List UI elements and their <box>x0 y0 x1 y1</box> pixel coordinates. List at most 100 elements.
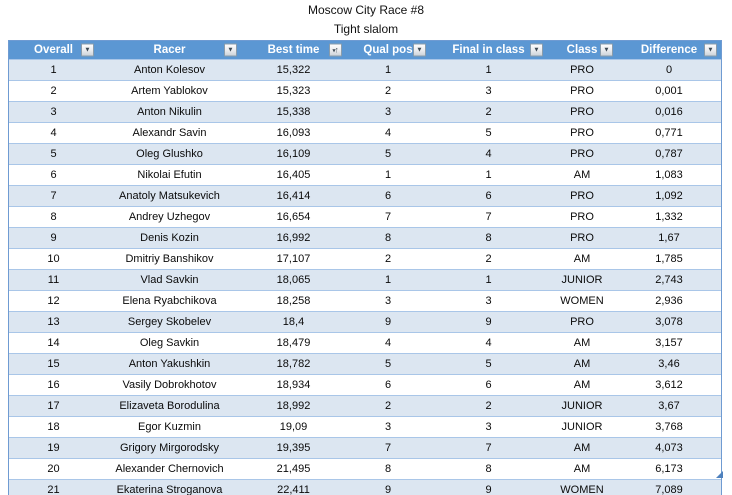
cell-difference[interactable]: 0,787 <box>617 143 721 164</box>
cell-qual-pos[interactable]: 6 <box>346 185 430 206</box>
filter-dropdown-icon[interactable]: ▼ <box>224 43 237 57</box>
cell-racer[interactable]: Anton Nikulin <box>98 101 241 122</box>
cell-class[interactable]: AM <box>547 374 617 395</box>
cell-overall[interactable]: 1 <box>9 59 98 80</box>
cell-best-time[interactable]: 18,258 <box>241 290 346 311</box>
cell-qual-pos[interactable]: 7 <box>346 437 430 458</box>
cell-difference[interactable]: 3,768 <box>617 416 721 437</box>
column-header-class[interactable]: Class ▼ <box>547 41 617 59</box>
cell-class[interactable]: PRO <box>547 185 617 206</box>
cell-difference[interactable]: 2,743 <box>617 269 721 290</box>
cell-class[interactable]: WOMEN <box>547 479 617 495</box>
cell-overall[interactable]: 11 <box>9 269 98 290</box>
cell-best-time[interactable]: 19,395 <box>241 437 346 458</box>
cell-best-time[interactable]: 15,338 <box>241 101 346 122</box>
filter-dropdown-icon[interactable]: ▼ <box>530 43 543 57</box>
cell-difference[interactable]: 6,173 <box>617 458 721 479</box>
cell-class[interactable]: PRO <box>547 206 617 227</box>
cell-racer[interactable]: Oleg Glushko <box>98 143 241 164</box>
cell-class[interactable]: PRO <box>547 143 617 164</box>
cell-racer[interactable]: Ekaterina Stroganova <box>98 479 241 495</box>
cell-final-in-class[interactable]: 6 <box>430 185 547 206</box>
cell-class[interactable]: JUNIOR <box>547 395 617 416</box>
cell-qual-pos[interactable]: 9 <box>346 311 430 332</box>
cell-racer[interactable]: Denis Kozin <box>98 227 241 248</box>
cell-class[interactable]: JUNIOR <box>547 269 617 290</box>
cell-best-time[interactable]: 15,322 <box>241 59 346 80</box>
cell-qual-pos[interactable]: 6 <box>346 374 430 395</box>
column-header-qual-pos[interactable]: Qual pos ▼ <box>346 41 430 59</box>
cell-final-in-class[interactable]: 1 <box>430 269 547 290</box>
cell-best-time[interactable]: 16,992 <box>241 227 346 248</box>
cell-overall[interactable]: 12 <box>9 290 98 311</box>
cell-racer[interactable]: Alexander Chernovich <box>98 458 241 479</box>
cell-racer[interactable]: Dmitriy Banshikov <box>98 248 241 269</box>
cell-racer[interactable]: Anatoly Matsukevich <box>98 185 241 206</box>
column-header-best-time[interactable]: Best time ▾↑ <box>241 41 346 59</box>
cell-class[interactable]: AM <box>547 164 617 185</box>
cell-best-time[interactable]: 18,065 <box>241 269 346 290</box>
cell-best-time[interactable]: 21,495 <box>241 458 346 479</box>
cell-final-in-class[interactable]: 7 <box>430 437 547 458</box>
cell-overall[interactable]: 21 <box>9 479 98 495</box>
cell-class[interactable]: AM <box>547 437 617 458</box>
cell-difference[interactable]: 0 <box>617 59 721 80</box>
cell-best-time[interactable]: 18,934 <box>241 374 346 395</box>
cell-racer[interactable]: Artem Yablokov <box>98 80 241 101</box>
cell-class[interactable]: AM <box>547 353 617 374</box>
cell-qual-pos[interactable]: 2 <box>346 248 430 269</box>
column-header-overall[interactable]: Overall ▼ <box>9 41 98 59</box>
cell-racer[interactable]: Oleg Savkin <box>98 332 241 353</box>
cell-racer[interactable]: Elena Ryabchikova <box>98 290 241 311</box>
cell-difference[interactable]: 0,771 <box>617 122 721 143</box>
cell-final-in-class[interactable]: 5 <box>430 353 547 374</box>
cell-difference[interactable]: 3,078 <box>617 311 721 332</box>
column-header-racer[interactable]: Racer ▼ <box>98 41 241 59</box>
cell-racer[interactable]: Alexandr Savin <box>98 122 241 143</box>
cell-overall[interactable]: 2 <box>9 80 98 101</box>
cell-best-time[interactable]: 16,405 <box>241 164 346 185</box>
column-header-final-in-class[interactable]: Final in class ▼ <box>430 41 547 59</box>
cell-class[interactable]: PRO <box>547 80 617 101</box>
cell-overall[interactable]: 20 <box>9 458 98 479</box>
cell-qual-pos[interactable]: 4 <box>346 122 430 143</box>
cell-best-time[interactable]: 18,479 <box>241 332 346 353</box>
cell-racer[interactable]: Vlad Savkin <box>98 269 241 290</box>
cell-difference[interactable]: 0,016 <box>617 101 721 122</box>
cell-class[interactable]: PRO <box>547 227 617 248</box>
cell-class[interactable]: PRO <box>547 122 617 143</box>
cell-best-time[interactable]: 16,654 <box>241 206 346 227</box>
cell-class[interactable]: AM <box>547 458 617 479</box>
cell-overall[interactable]: 15 <box>9 353 98 374</box>
cell-difference[interactable]: 7,089 <box>617 479 721 495</box>
cell-final-in-class[interactable]: 2 <box>430 101 547 122</box>
cell-racer[interactable]: Sergey Skobelev <box>98 311 241 332</box>
cell-qual-pos[interactable]: 4 <box>346 332 430 353</box>
cell-class[interactable]: PRO <box>547 311 617 332</box>
cell-class[interactable]: AM <box>547 332 617 353</box>
filter-dropdown-icon[interactable]: ▼ <box>81 43 94 57</box>
cell-qual-pos[interactable]: 2 <box>346 80 430 101</box>
table-resize-handle-icon[interactable] <box>716 471 723 478</box>
cell-best-time[interactable]: 15,323 <box>241 80 346 101</box>
cell-final-in-class[interactable]: 8 <box>430 458 547 479</box>
cell-qual-pos[interactable]: 5 <box>346 143 430 164</box>
cell-final-in-class[interactable]: 5 <box>430 122 547 143</box>
cell-overall[interactable]: 5 <box>9 143 98 164</box>
cell-final-in-class[interactable]: 8 <box>430 227 547 248</box>
cell-class[interactable]: JUNIOR <box>547 416 617 437</box>
cell-overall[interactable]: 6 <box>9 164 98 185</box>
cell-difference[interactable]: 3,157 <box>617 332 721 353</box>
cell-overall[interactable]: 9 <box>9 227 98 248</box>
cell-racer[interactable]: Anton Yakushkin <box>98 353 241 374</box>
cell-best-time[interactable]: 16,093 <box>241 122 346 143</box>
cell-final-in-class[interactable]: 7 <box>430 206 547 227</box>
cell-overall[interactable]: 8 <box>9 206 98 227</box>
cell-best-time[interactable]: 19,09 <box>241 416 346 437</box>
cell-overall[interactable]: 14 <box>9 332 98 353</box>
cell-qual-pos[interactable]: 2 <box>346 395 430 416</box>
cell-final-in-class[interactable]: 9 <box>430 479 547 495</box>
cell-racer[interactable]: Egor Kuzmin <box>98 416 241 437</box>
cell-final-in-class[interactable]: 2 <box>430 395 547 416</box>
cell-final-in-class[interactable]: 4 <box>430 143 547 164</box>
